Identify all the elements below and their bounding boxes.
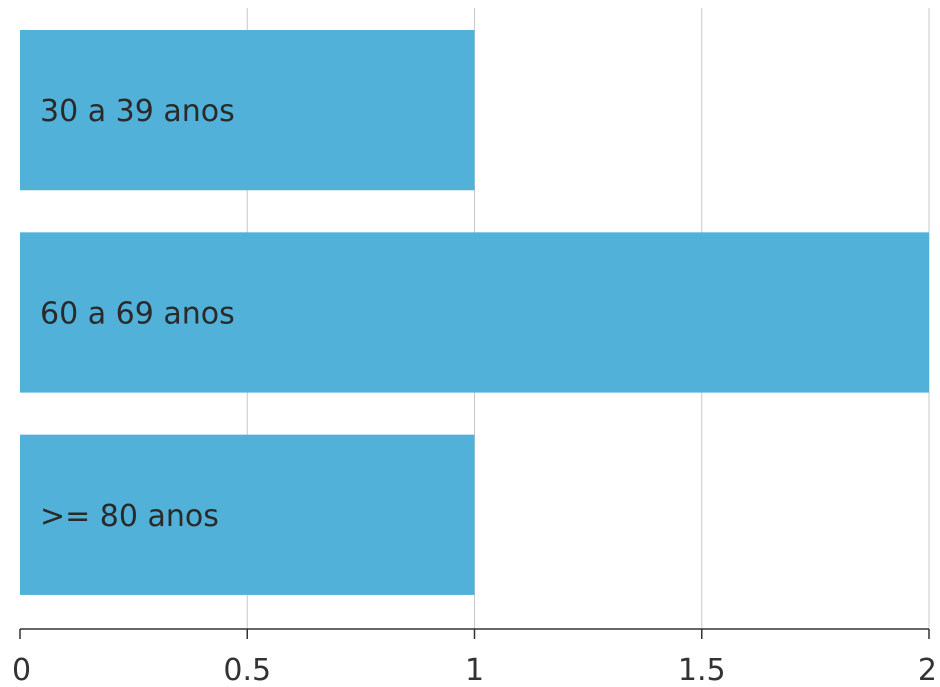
x-axis: 0 0.5 1 1.5 2: [12, 628, 937, 687]
bar-label: 60 a 69 anos: [40, 296, 235, 331]
bar: [20, 232, 929, 393]
bars: 30 a 39 anos 60 a 69 anos >= 80 anos: [20, 30, 929, 595]
bar: [20, 30, 475, 191]
bar-label: 30 a 39 anos: [40, 94, 235, 129]
x-tick-label: 2: [918, 653, 937, 687]
x-tick-label: 0: [12, 653, 31, 687]
bar-label: >= 80 anos: [40, 499, 219, 534]
x-tick-label: 1: [465, 653, 484, 687]
x-tick-label: 1.5: [678, 653, 726, 687]
bar: [20, 434, 475, 595]
x-tick-label: 0.5: [223, 653, 271, 687]
